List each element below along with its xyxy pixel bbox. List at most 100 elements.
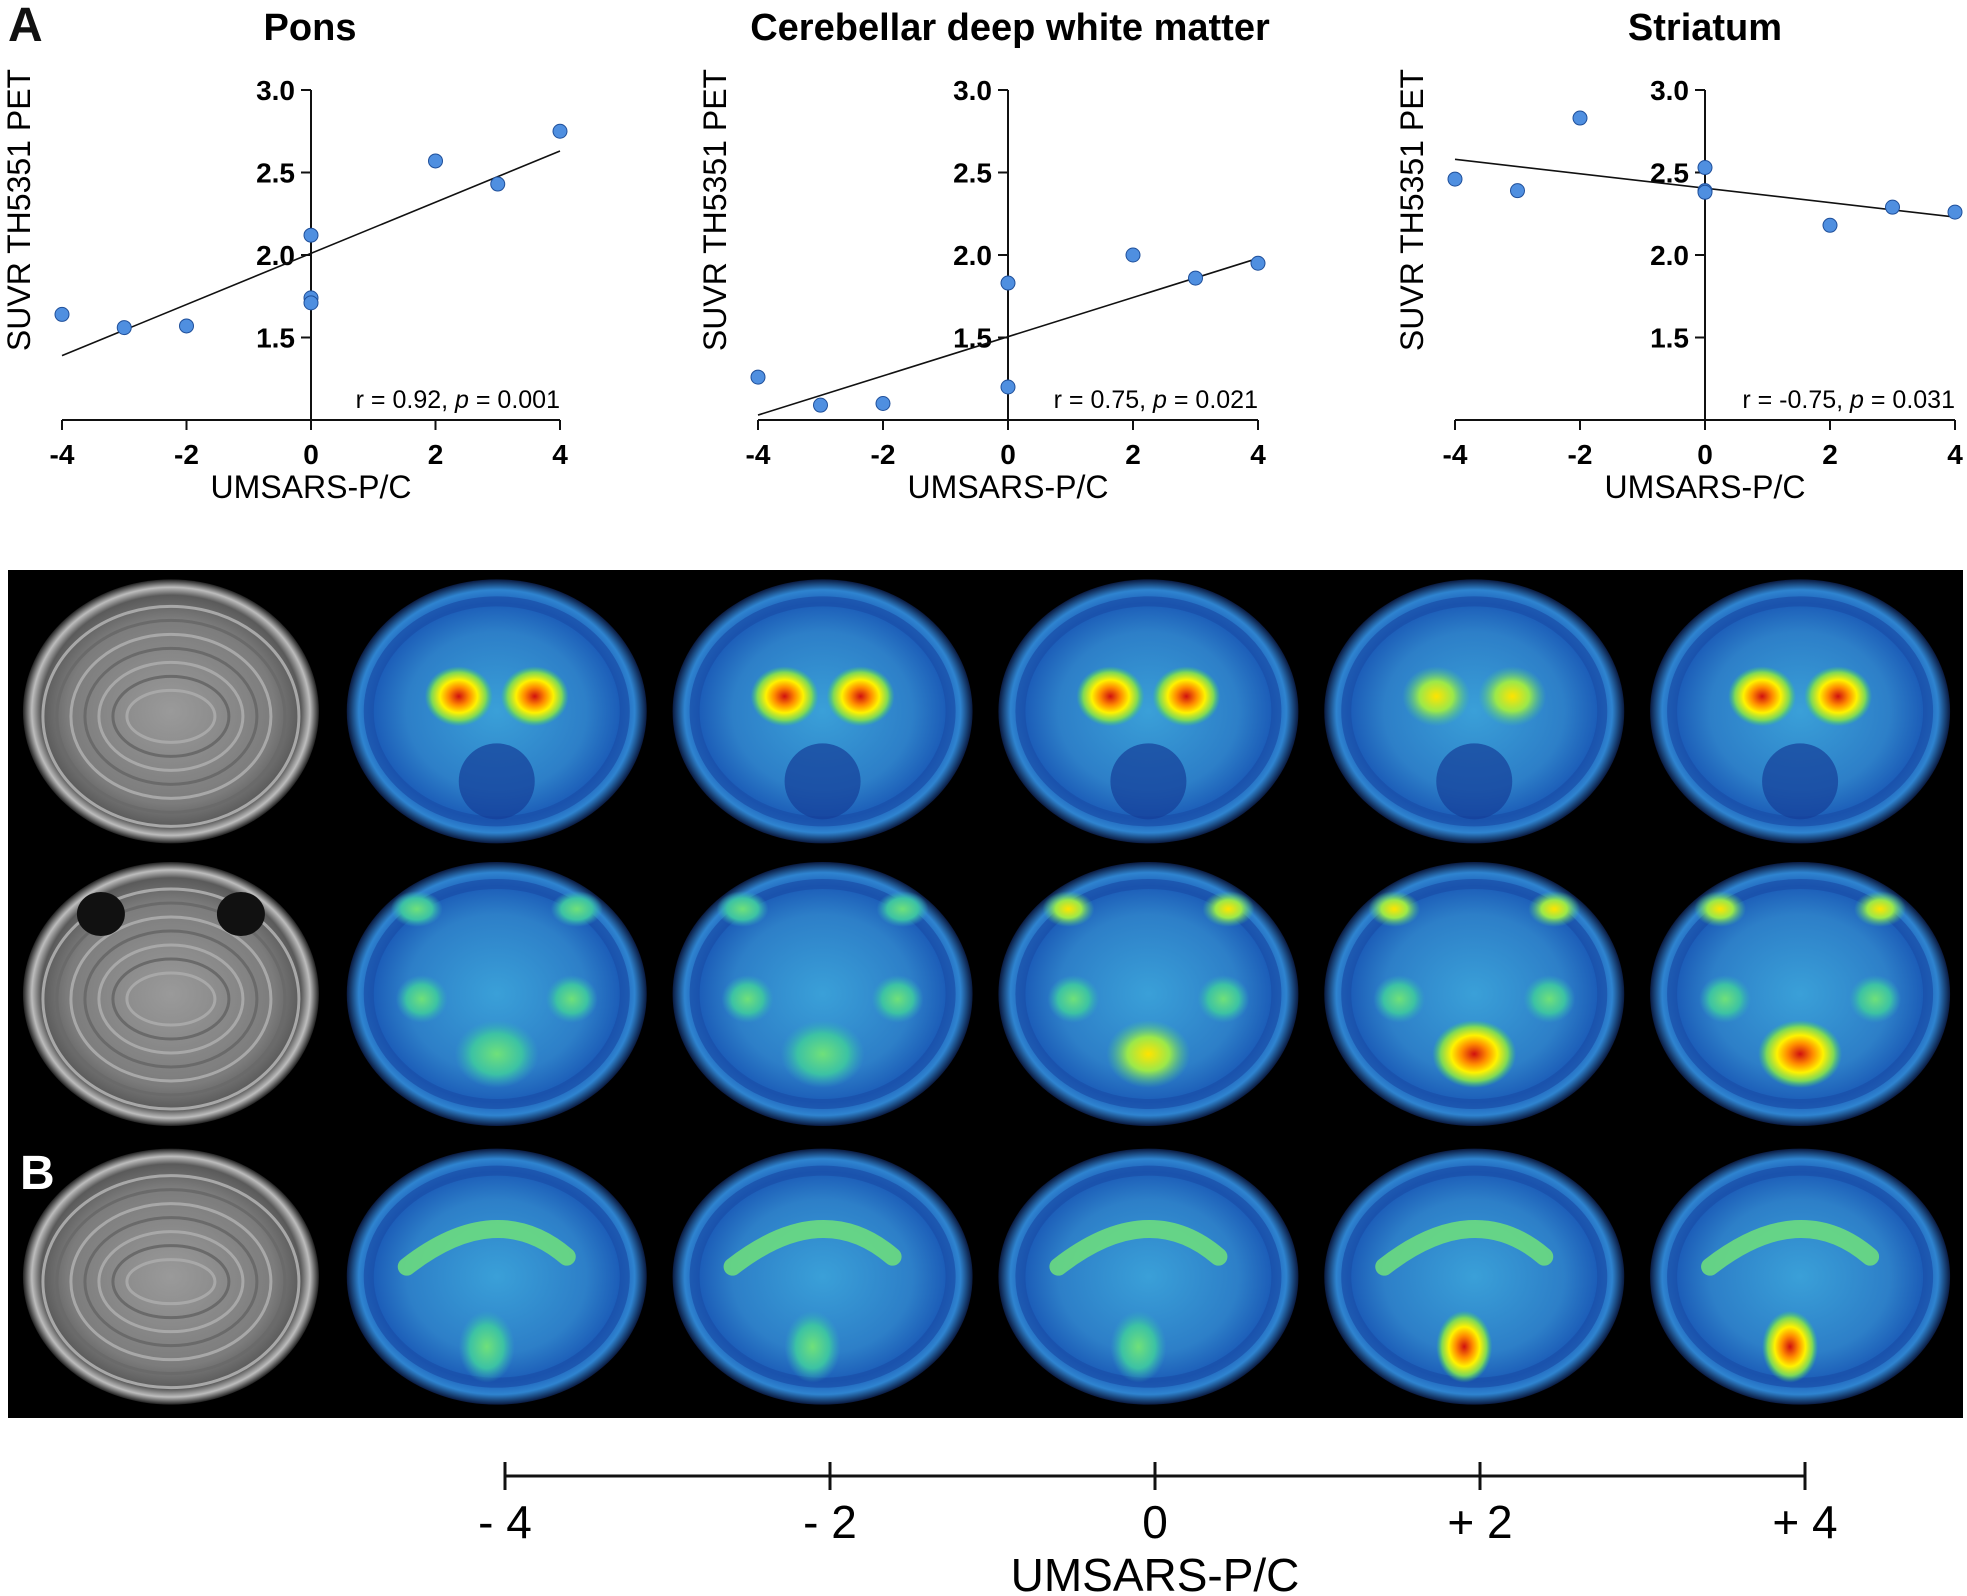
scale-axis-label: UMSARS-P/C bbox=[1011, 1549, 1300, 1596]
scale-tick-label: - 4 bbox=[478, 1496, 532, 1548]
orbital-signal bbox=[716, 891, 769, 927]
data-point bbox=[1572, 110, 1588, 126]
data-point bbox=[54, 306, 70, 322]
head-outline bbox=[1650, 1148, 1951, 1405]
x-tick-label: 0 bbox=[1000, 439, 1016, 470]
brain-fold bbox=[111, 674, 231, 758]
orbital-signal bbox=[1368, 891, 1421, 927]
orbital-signal bbox=[1854, 891, 1907, 927]
data-point bbox=[1697, 184, 1713, 200]
pet-umsars-minus-2-axial-striatum-image bbox=[672, 579, 973, 844]
data-point bbox=[428, 153, 443, 169]
head-outline bbox=[346, 1148, 647, 1405]
corpus-callosum-signal bbox=[1701, 1220, 1880, 1276]
orbital-signal bbox=[1694, 891, 1747, 927]
temporal-signal bbox=[871, 975, 924, 1023]
skull-ring bbox=[1341, 596, 1608, 827]
brain-fold bbox=[97, 943, 245, 1055]
brain-fold bbox=[83, 646, 259, 786]
pet-umsars-plus-4-sagittal-midline-image bbox=[1650, 1148, 1951, 1405]
temporal-signal bbox=[1699, 975, 1752, 1023]
data-point bbox=[1447, 171, 1463, 187]
scatter-chart-2: Cerebellar deep white matter -4 -2 0 2 4 1.5 2.… bbox=[697, 7, 1270, 505]
skull-ring bbox=[1667, 596, 1934, 827]
temporal-signal bbox=[1197, 975, 1250, 1023]
pet-umsars-minus-4-sagittal-midline-image bbox=[346, 1148, 647, 1405]
data-point bbox=[490, 176, 506, 192]
brain-fold bbox=[97, 660, 245, 772]
y-axis-label: SUVR TH5351 PET bbox=[697, 69, 733, 351]
head-outline bbox=[22, 1148, 319, 1405]
x-tick-label: -2 bbox=[871, 439, 896, 470]
brain-fold bbox=[41, 604, 301, 828]
data-point bbox=[552, 123, 568, 139]
pet-umsars-0-axial-striatum-image bbox=[998, 579, 1299, 844]
x-axis-label: UMSARS-P/C bbox=[1605, 469, 1806, 505]
temporal-signal bbox=[1047, 975, 1100, 1023]
skull-ring bbox=[363, 879, 630, 1109]
temporal-signal bbox=[721, 975, 774, 1023]
x-tick-label: 0 bbox=[303, 439, 319, 470]
y-axis-label: SUVR TH5351 PET bbox=[1, 69, 37, 351]
temporal-signal bbox=[1523, 975, 1576, 1023]
x-tick-label: 4 bbox=[552, 439, 568, 470]
brainstem-signal bbox=[1762, 1310, 1819, 1383]
pet-umsars-minus-4-axial-cerebellum-image bbox=[346, 862, 647, 1126]
pet-umsars-plus-4-axial-cerebellum-image bbox=[1650, 862, 1951, 1126]
brainstem-signal bbox=[1436, 1310, 1493, 1383]
y-tick-label: 1.5 bbox=[256, 323, 295, 354]
head-outline bbox=[998, 579, 1299, 844]
head-outline bbox=[346, 862, 647, 1126]
brain-fold bbox=[41, 887, 301, 1111]
y-axis-label: SUVR TH5351 PET bbox=[1394, 69, 1430, 351]
data-point bbox=[116, 320, 132, 336]
head-outline bbox=[346, 579, 647, 844]
pet-umsars-0-sagittal-midline-image bbox=[998, 1148, 1299, 1405]
brain-fold bbox=[69, 1202, 273, 1362]
x-tick-label: -2 bbox=[174, 439, 199, 470]
pons-signal bbox=[780, 1020, 865, 1088]
temporal-signal bbox=[1373, 975, 1426, 1023]
ventricle-signal bbox=[1436, 743, 1513, 820]
x-tick-label: -4 bbox=[50, 439, 75, 470]
x-tick-label: 0 bbox=[1697, 439, 1713, 470]
y-tick-label: 2.5 bbox=[953, 158, 992, 189]
brain-fold bbox=[97, 1230, 245, 1334]
orbital-signal bbox=[876, 891, 929, 927]
scatter-charts: Pons -4 -2 0 2 4 1.5 2.0 2.5 3.0 SUVR TH5351 PET UM… bbox=[1, 7, 1963, 505]
mri-sagittal-midline-image bbox=[22, 1148, 319, 1405]
brain-fold bbox=[125, 971, 217, 1027]
striatum-signal bbox=[1402, 666, 1471, 727]
ventricle-signal bbox=[784, 743, 861, 820]
brainstem-signal bbox=[784, 1310, 841, 1383]
striatum-signal bbox=[750, 666, 819, 727]
brain-fold bbox=[55, 618, 287, 814]
pons-signal bbox=[454, 1020, 539, 1088]
brain-fold bbox=[111, 1244, 231, 1320]
data-point bbox=[875, 396, 891, 411]
x-tick-label: 4 bbox=[1947, 439, 1963, 470]
orbital-signal bbox=[550, 891, 603, 927]
skull-ring bbox=[689, 879, 956, 1109]
pet-umsars-plus-4-axial-striatum-image bbox=[1650, 579, 1951, 844]
orbital-signal bbox=[390, 891, 443, 927]
y-tick-label: 3.0 bbox=[1650, 75, 1689, 106]
skull-ring bbox=[1015, 1165, 1282, 1388]
pet-umsars-minus-2-sagittal-midline-image bbox=[672, 1148, 973, 1405]
y-tick-label: 1.5 bbox=[1650, 323, 1689, 354]
regression-line bbox=[757, 257, 1259, 416]
skull-ring bbox=[689, 596, 956, 827]
striatum-signal bbox=[500, 666, 569, 727]
corpus-callosum-signal bbox=[397, 1220, 576, 1276]
brain-fold bbox=[125, 688, 217, 744]
scale-tick-label: - 2 bbox=[803, 1496, 857, 1548]
brain-fold bbox=[55, 1188, 287, 1376]
data-point bbox=[1000, 275, 1016, 291]
skull-ring bbox=[363, 1165, 630, 1388]
x-tick-label: 4 bbox=[1250, 439, 1266, 470]
pet-umsars-plus-2-sagittal-midline-image bbox=[1324, 1148, 1625, 1405]
y-tick-label: 2.0 bbox=[1650, 240, 1689, 271]
brain-fold bbox=[83, 1216, 259, 1348]
data-point bbox=[1125, 247, 1141, 263]
skull-ring bbox=[1341, 879, 1608, 1109]
